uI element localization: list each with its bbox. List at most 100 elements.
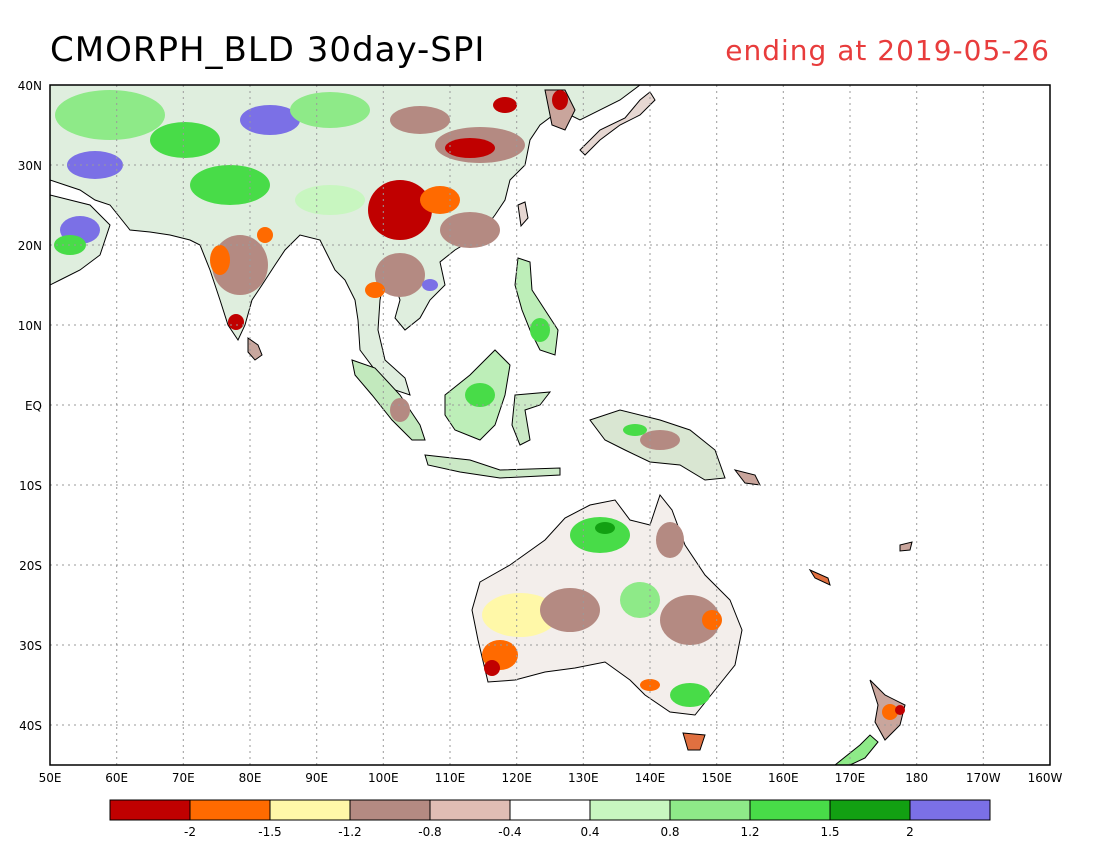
spi-patch: [445, 138, 495, 158]
lat-label: EQ: [25, 399, 42, 413]
sri-lanka: [247, 337, 263, 361]
spi-patch: [440, 212, 500, 248]
legend-label: -2: [184, 825, 196, 839]
lon-label: 60E: [105, 771, 128, 785]
spi-patch: [482, 593, 558, 637]
legend-label: 1.2: [740, 825, 759, 839]
map-frame: [49, 84, 1051, 766]
lat-label: 20S: [19, 559, 42, 573]
legend-label: -0.8: [418, 825, 441, 839]
sumatra: [351, 359, 426, 441]
lon-label: 150E: [701, 771, 732, 785]
lon-label: 180: [905, 771, 928, 785]
lat-label: 40S: [19, 719, 42, 733]
legend-swatch: [189, 799, 271, 821]
lat-label: 10N: [18, 319, 42, 333]
spi-patch: [67, 151, 123, 179]
land-layer: [50, 85, 913, 765]
lat-label: 20N: [18, 239, 42, 253]
lon-label: 160W: [1028, 771, 1063, 785]
legend-swatch: [749, 799, 831, 821]
legend-label: -1.5: [258, 825, 281, 839]
lat-label: 40N: [18, 79, 42, 93]
lon-label: 130E: [568, 771, 599, 785]
grid-lines: [50, 85, 1050, 765]
legend-swatch: [109, 799, 191, 821]
tasmania: [682, 732, 706, 751]
spi-patch: [552, 90, 568, 110]
spi-patch: [493, 97, 517, 113]
legend-label: 2: [906, 825, 914, 839]
spi-patch: [365, 282, 385, 298]
map-title: CMORPH_BLD 30day-SPI: [50, 30, 486, 70]
spi-patch: [295, 185, 365, 215]
spi-patch: [290, 92, 370, 128]
legend-swatch: [269, 799, 351, 821]
lon-label: 170W: [966, 771, 1001, 785]
spi-patch: [656, 522, 684, 558]
lon-label: 50E: [39, 771, 62, 785]
java: [424, 454, 561, 479]
spi-patch: [623, 424, 647, 436]
spi-patch: [228, 314, 244, 330]
legend-label: -0.4: [498, 825, 521, 839]
japan: [579, 91, 656, 156]
lon-label: 160E: [768, 771, 799, 785]
lon-label: 70E: [172, 771, 195, 785]
spi-patch: [530, 318, 550, 342]
new-zealand-south: [834, 734, 879, 765]
legend-swatch: [429, 799, 511, 821]
legend-swatch: [669, 799, 751, 821]
spi-patch: [540, 588, 600, 632]
solomon-islands: [733, 469, 761, 486]
new-caledonia: [808, 568, 831, 586]
map-content: [50, 85, 1050, 765]
taiwan: [517, 201, 529, 228]
sulawesi: [511, 391, 552, 446]
lon-label: 90E: [305, 771, 328, 785]
lon-label: 100E: [368, 771, 399, 785]
spi-patch: [484, 660, 500, 676]
legend-label: 1.5: [820, 825, 839, 839]
legend-swatch: [589, 799, 671, 821]
spi-patch: [55, 90, 165, 140]
spi-patch: [390, 398, 410, 422]
spi-patch: [210, 245, 230, 275]
lat-label: 30N: [18, 159, 42, 173]
legend-swatch: [909, 799, 991, 821]
lon-label: 110E: [435, 771, 466, 785]
longitude-labels: 50E 60E 70E 80E 90E 100E 110E 120E 130E …: [39, 771, 1063, 785]
spi-patch: [660, 595, 720, 645]
fiji: [899, 541, 913, 552]
spi-patch: [420, 186, 460, 214]
spi-patch: [257, 227, 273, 243]
spi-patch: [570, 517, 630, 553]
legend-swatch: [509, 799, 591, 821]
legend-swatch: [829, 799, 911, 821]
spi-patch: [670, 683, 710, 707]
spi-patch: [390, 106, 450, 134]
spi-patch: [895, 705, 905, 715]
spi-patch: [702, 610, 722, 630]
spi-patch: [375, 253, 425, 297]
latitude-labels: 40N 30N 20N 10N EQ 10S 20S 30S 40S: [18, 79, 42, 733]
lon-label: 140E: [635, 771, 666, 785]
lon-label: 170E: [835, 771, 866, 785]
spi-patch: [620, 582, 660, 618]
spi-patch: [595, 522, 615, 534]
spi-patch: [882, 704, 898, 720]
spi-patch: [640, 430, 680, 450]
spi-patch: [240, 105, 300, 135]
color-legend: -2 -1.5 -1.2 -0.8 -0.4 0.4 0.8 1.2 1.5 2: [109, 799, 991, 839]
legend-label: 0.8: [660, 825, 679, 839]
spi-patch: [422, 279, 438, 291]
map-date-subtitle: ending at 2019-05-26: [725, 34, 1050, 67]
spi-patch: [150, 122, 220, 158]
legend-label: 0.4: [580, 825, 599, 839]
lon-label: 80E: [239, 771, 262, 785]
spi-patch: [465, 383, 495, 407]
legend-swatch: [349, 799, 431, 821]
spi-patch: [368, 180, 432, 240]
lat-label: 10S: [19, 479, 42, 493]
